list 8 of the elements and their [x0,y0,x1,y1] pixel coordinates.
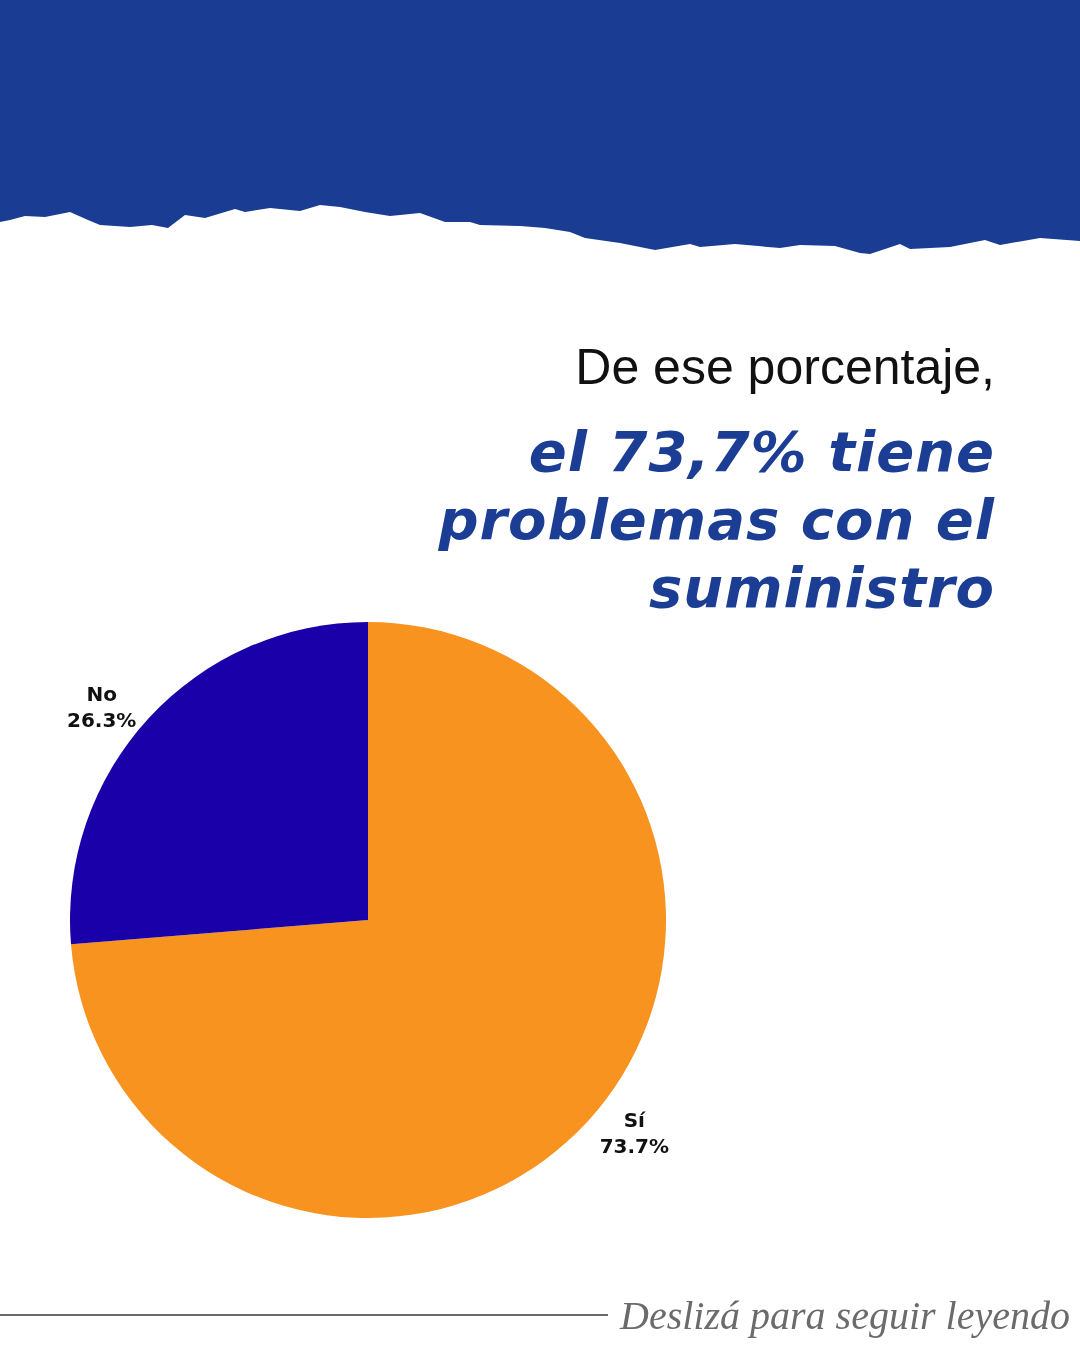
slice-label: No [86,681,117,706]
text: Deslizá para seguir leyendo [620,1291,1070,1339]
data-label: 73.7% [599,1134,670,1159]
pie-slice [70,622,368,945]
data-label: 26.3% [66,707,137,732]
chart-subtitle: el 73,7% tiene problemas con el suministro [437,418,995,622]
slice-label: Sí [623,1108,647,1133]
text: De ese porcentaje, [575,338,995,396]
